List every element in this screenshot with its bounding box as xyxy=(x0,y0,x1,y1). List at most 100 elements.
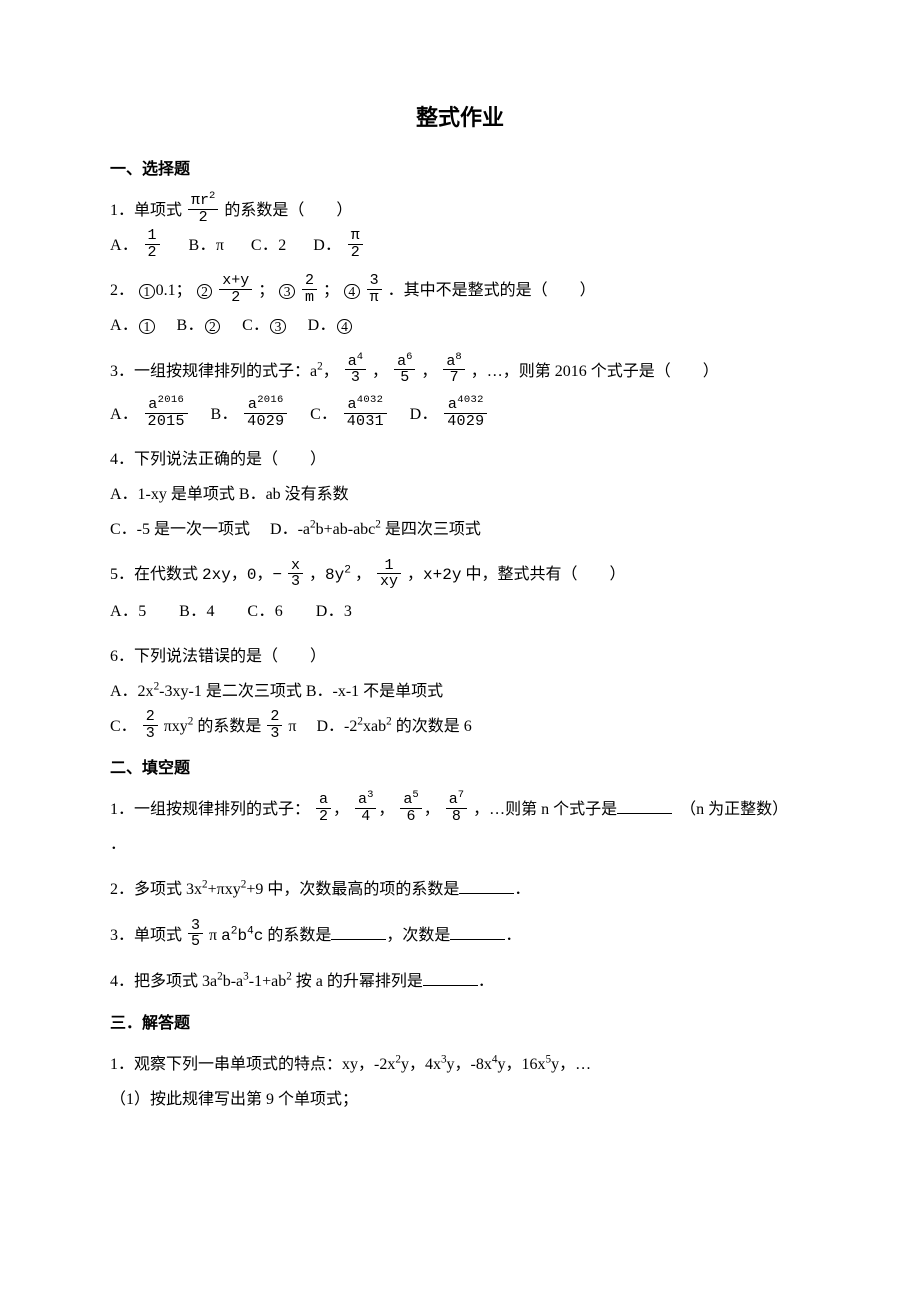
circled-4: 4 xyxy=(344,284,360,300)
q5-f2n: 1 xyxy=(377,558,401,575)
q6-lineAB: A．2x2-3xy-1 是二次三项式 B．-x-1 不是单项式 xyxy=(110,674,810,709)
q5-f2: 1xy xyxy=(377,558,401,591)
q1-optA-den: 2 xyxy=(145,245,160,261)
fq1-f4: a78 xyxy=(446,792,467,825)
fq4-b: b-a xyxy=(223,973,243,990)
choice-q1: 1．单项式 πr2 2 的系数是（ ） A． 12 B．π C．2 D． π2 xyxy=(110,193,810,263)
fq1-f4d: 8 xyxy=(446,809,467,825)
circled-2: 2 xyxy=(197,284,213,300)
q1-optD-lbl: D． xyxy=(313,237,341,254)
fq3-c: 的系数是 xyxy=(267,927,331,944)
fill-q1: 1．一组按规律排列的式子： a2， a34， a56， a78 ，…则第 n 个… xyxy=(110,792,810,862)
q6-Cf2d: 3 xyxy=(267,726,282,742)
q2-ob: B． xyxy=(160,317,204,334)
fq4-blank xyxy=(423,970,478,986)
q6-Cf1: 23 xyxy=(143,709,158,742)
q3-f3: a87 xyxy=(443,354,464,387)
q4-ab-b: B．ab 没有系数 xyxy=(235,486,349,503)
q5-opts: A．5 B．4 C．6 D．3 xyxy=(110,594,810,629)
fq1-f2: a34 xyxy=(355,792,376,825)
q6-Dc: 的次数是 6 xyxy=(392,718,472,735)
q2-frac4: 3π xyxy=(367,273,382,306)
q6-lineCD: C． 23 πxy2 的系数是 23 π D．-22xab2 的次数是 6 xyxy=(110,709,810,744)
q1-optC: C．2 xyxy=(251,237,287,254)
q5-m1: 2xy，0，− xyxy=(202,566,282,584)
q3-f2: a65 xyxy=(394,354,415,387)
sq1-a: 1．观察下列一串单项式的特点：xy，-2x xyxy=(110,1056,395,1073)
sq1-e: y，… xyxy=(551,1056,591,1073)
fq1-blank xyxy=(617,798,672,814)
q3-A: a20162015 xyxy=(145,397,188,430)
fq1-sa: 1．一组按规律排列的式子： xyxy=(110,801,310,818)
circled-3: 3 xyxy=(279,284,295,300)
section-fill-heading: 二、填空题 xyxy=(110,756,810,782)
q2-oc3: 3 xyxy=(270,319,286,335)
fq1-c2: ， xyxy=(378,801,394,818)
q3-f1: a43 xyxy=(345,354,366,387)
q2-frac3: 2m xyxy=(302,273,317,306)
section-solve-heading: 三．解答题 xyxy=(110,1011,810,1037)
q3-D: a40324029 xyxy=(444,397,487,430)
q2-oc: C． xyxy=(226,317,270,334)
q2-od: D． xyxy=(291,317,336,334)
q3-Bs: 2016 xyxy=(257,394,283,406)
q3-Ad: 2015 xyxy=(145,414,188,430)
q3-B: a20164029 xyxy=(244,397,287,430)
q5-m2s: 2 xyxy=(344,565,351,577)
q1-optD-frac: π2 xyxy=(348,228,363,261)
q1-stem-b: 的系数是（ ） xyxy=(224,202,352,219)
q5-f2d: xy xyxy=(377,574,401,590)
fq3-d: ，次数是 xyxy=(386,927,450,944)
q3-Dn: a xyxy=(448,396,457,413)
sq1-c: y，-8x xyxy=(447,1056,492,1073)
fq3-fn: 3 xyxy=(188,918,203,935)
choice-q5: 5．在代数式 2xy，0，− x3 ，8y2 ， 1xy ，x+2y 中，整式共… xyxy=(110,557,810,628)
fq3-m1: a xyxy=(221,927,231,945)
q3-Bd: 4029 xyxy=(244,414,287,430)
q1-optD-den: 2 xyxy=(348,245,363,261)
fq3-blank1 xyxy=(331,924,386,940)
fq1-f1n: a xyxy=(316,792,331,809)
q3-f1s: 4 xyxy=(357,351,363,363)
fq4-c: -1+ab xyxy=(249,973,286,990)
q3-f3s: 8 xyxy=(455,351,461,363)
q2-options: A．1 B．2 C．3 D．4 xyxy=(110,308,810,343)
fq2-b: +πxy xyxy=(208,881,241,898)
fq1-f2d: 4 xyxy=(355,809,376,825)
sq1-sub1: （1）按此规律写出第 9 个单项式； xyxy=(110,1082,810,1117)
q1-optA-frac: 12 xyxy=(145,228,160,261)
q2-f2n: x+y xyxy=(219,273,252,290)
q3-options: A． a20162015 B． a20164029 C． a40324031 D… xyxy=(110,397,810,432)
fq4-d: 按 a 的升幂排列是 xyxy=(292,973,423,990)
fill-q3: 3．单项式 35 π a2b4c 的系数是，次数是． xyxy=(110,918,810,954)
q3-Dl: D． xyxy=(393,406,438,423)
q5-sa: 5．在代数式 xyxy=(110,566,198,583)
q2-oc2: 2 xyxy=(205,319,221,335)
q6-Cf2: 23 xyxy=(267,709,282,742)
q1-frac-num-sup: 2 xyxy=(209,190,215,202)
sq1-b: y，4x xyxy=(401,1056,441,1073)
q3-sc: ，…，则第 2016 个式子是（ ） xyxy=(471,363,719,380)
q2-sep3: ； xyxy=(323,282,339,299)
q1-options: A． 12 B．π C．2 D． π2 xyxy=(110,228,810,263)
fq4-a: 4．把多项式 3a xyxy=(110,973,217,990)
q3-Cn: a xyxy=(347,396,356,413)
q6-stem: 6．下列说法错误的是（ ） xyxy=(110,639,810,674)
fq1-f2s: 3 xyxy=(367,789,373,801)
q2-f3d: m xyxy=(302,290,317,306)
q1-stem-a: 1．单项式 xyxy=(110,202,182,219)
q3-C: a40324031 xyxy=(344,397,387,430)
fq1-f1: a2 xyxy=(316,792,331,825)
q3-c2: ， xyxy=(421,363,437,380)
choice-q6: 6．下列说法错误的是（ ） A．2x2-3xy-1 是二次三项式 B．-x-1 … xyxy=(110,639,810,745)
fq1-sb: ，…则第 n 个式子是 xyxy=(473,801,617,818)
q6-Cf1n: 2 xyxy=(143,709,158,726)
fq4-e: ． xyxy=(478,973,494,990)
fq3-frac: 35 xyxy=(188,918,203,951)
section-choice-heading: 一、选择题 xyxy=(110,157,810,183)
q6-Cf1d: 3 xyxy=(143,726,158,742)
fq3-m3: c xyxy=(254,927,264,945)
q3-Ds: 4032 xyxy=(457,394,483,406)
fq2-blank xyxy=(459,878,514,894)
q2-f4n: 3 xyxy=(367,273,382,290)
